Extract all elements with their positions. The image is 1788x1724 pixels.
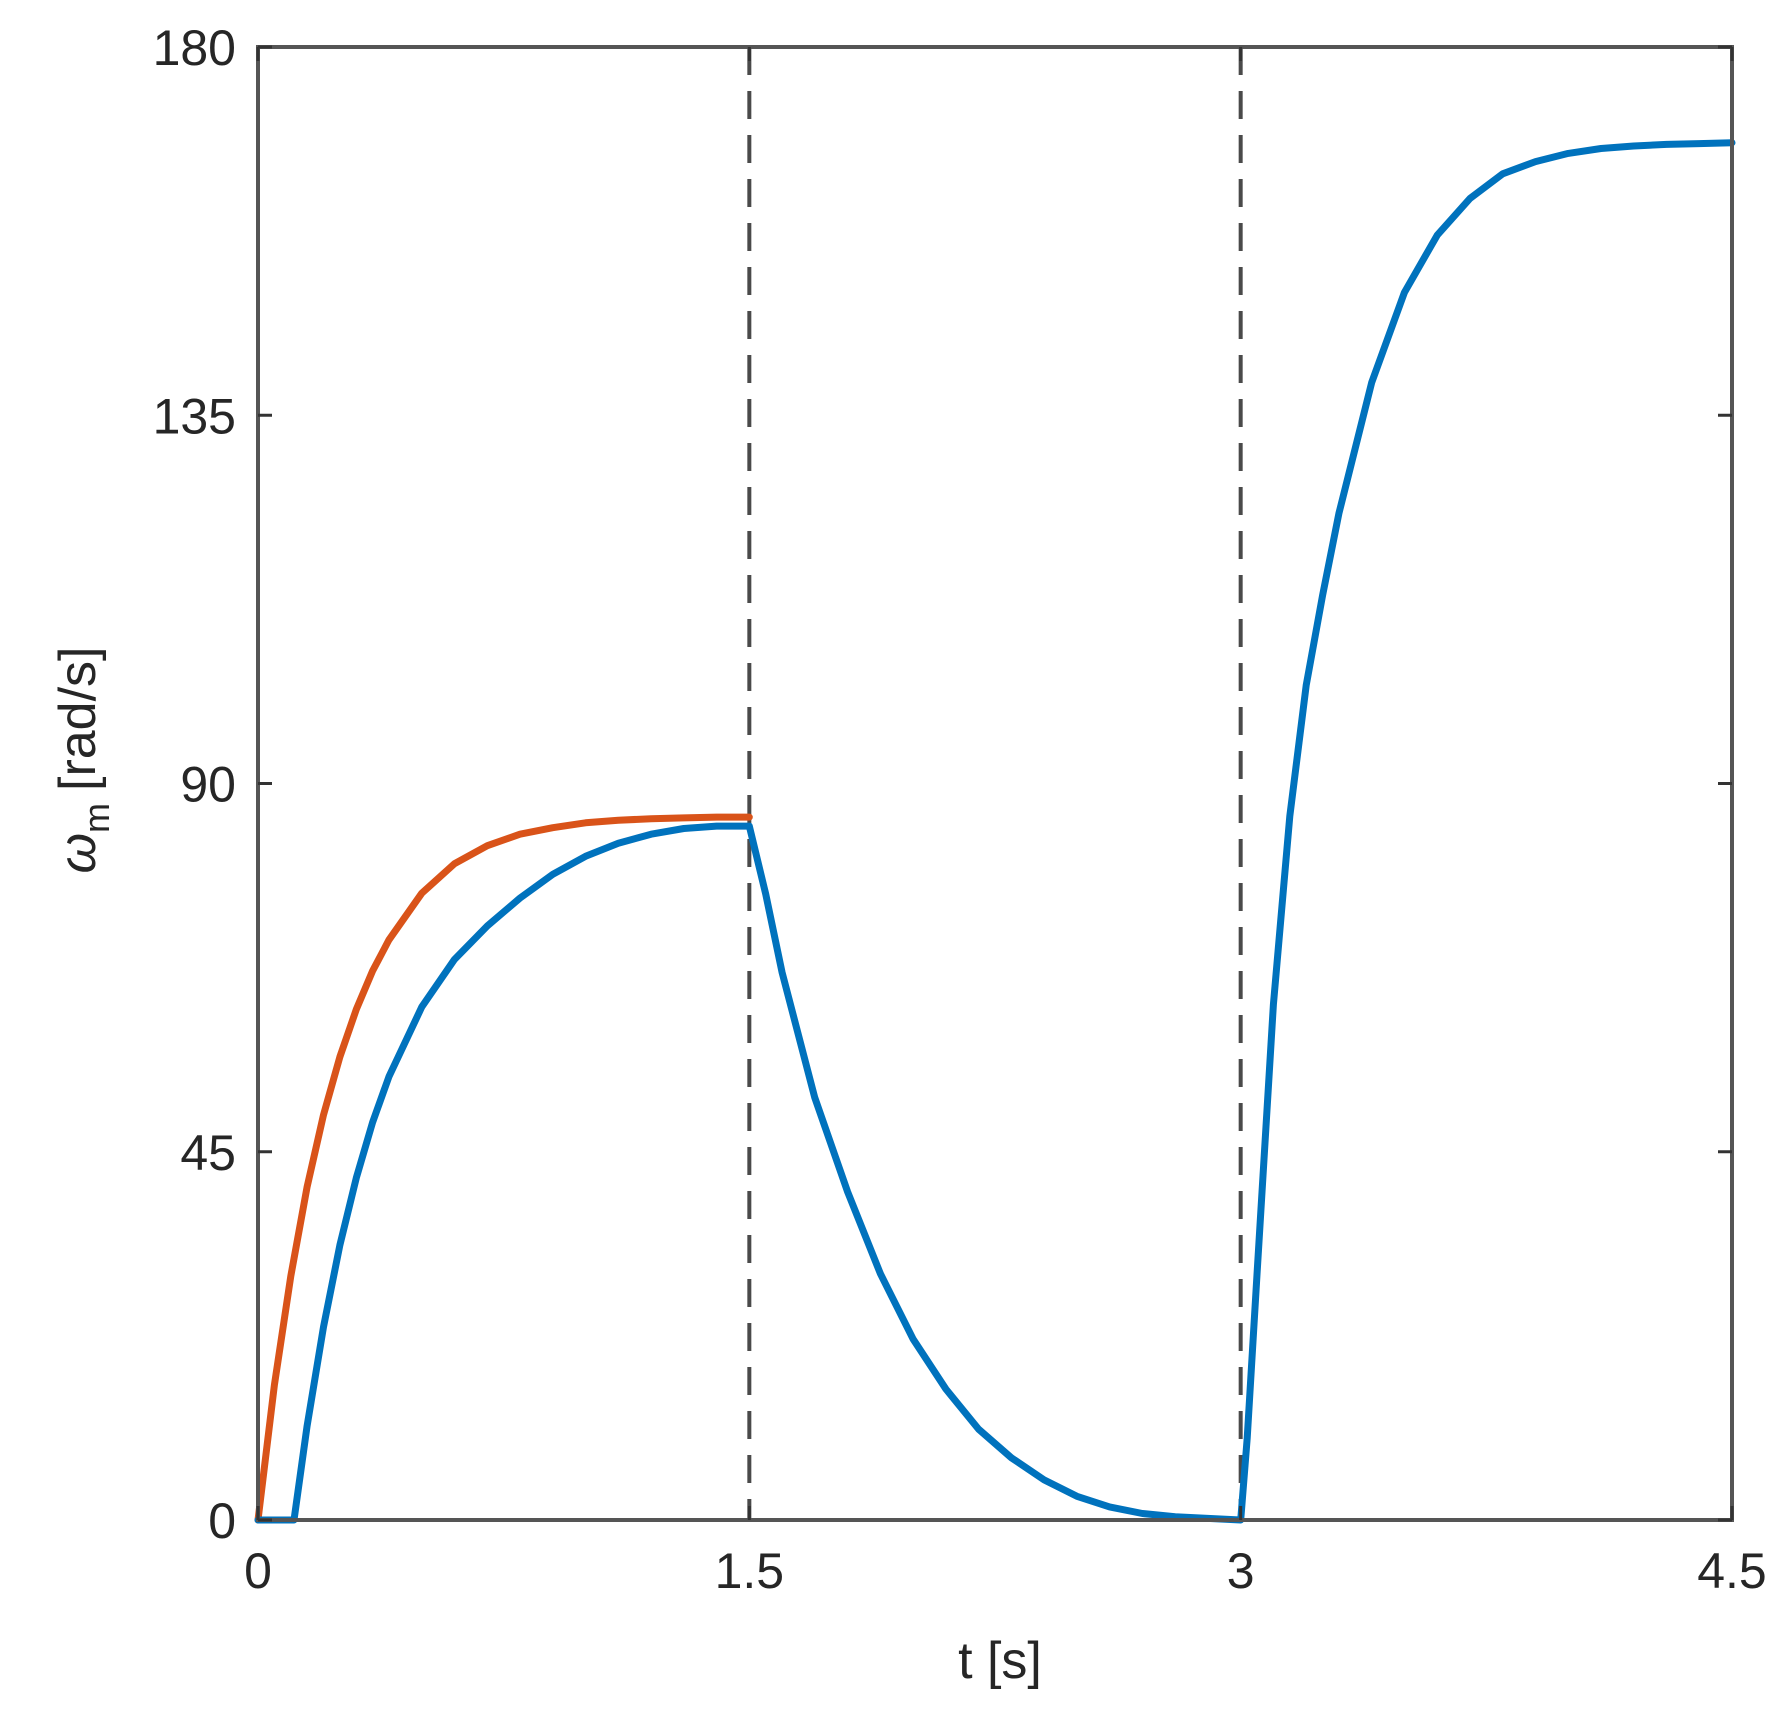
series-line-1 (254, 813, 753, 1524)
y-tick-label: 0 (208, 1493, 236, 1549)
series-layer (254, 139, 1736, 1524)
x-ticks: 0 1.5 3 4.5 (244, 47, 1767, 1599)
x-tick-label: 4.5 (1697, 1543, 1767, 1599)
y-axis-label-unit: [rad/s] (49, 647, 107, 792)
vertical-dashed-lines (747, 47, 1243, 1520)
y-tick-label: 135 (153, 388, 236, 444)
series-line-2 (254, 139, 1736, 1524)
x-tick-label: 0 (244, 1543, 272, 1599)
y-tick-label: 45 (180, 1125, 236, 1181)
y-axis-label-subscript: m (76, 803, 117, 833)
y-axis-label: ωm [rad/s] (49, 647, 117, 874)
x-axis-label: t [s] (958, 1632, 1042, 1690)
y-tick-label: 180 (153, 20, 236, 76)
y-axis-label-symbol: ω (49, 833, 107, 874)
y-tick-label: 90 (180, 757, 236, 813)
x-tick-label: 1.5 (715, 1543, 785, 1599)
plot-background (258, 47, 1732, 1520)
x-tick-label: 3 (1227, 1543, 1255, 1599)
y-ticks: 0 45 90 135 180 (153, 20, 1732, 1549)
plot-area (258, 47, 1732, 1520)
